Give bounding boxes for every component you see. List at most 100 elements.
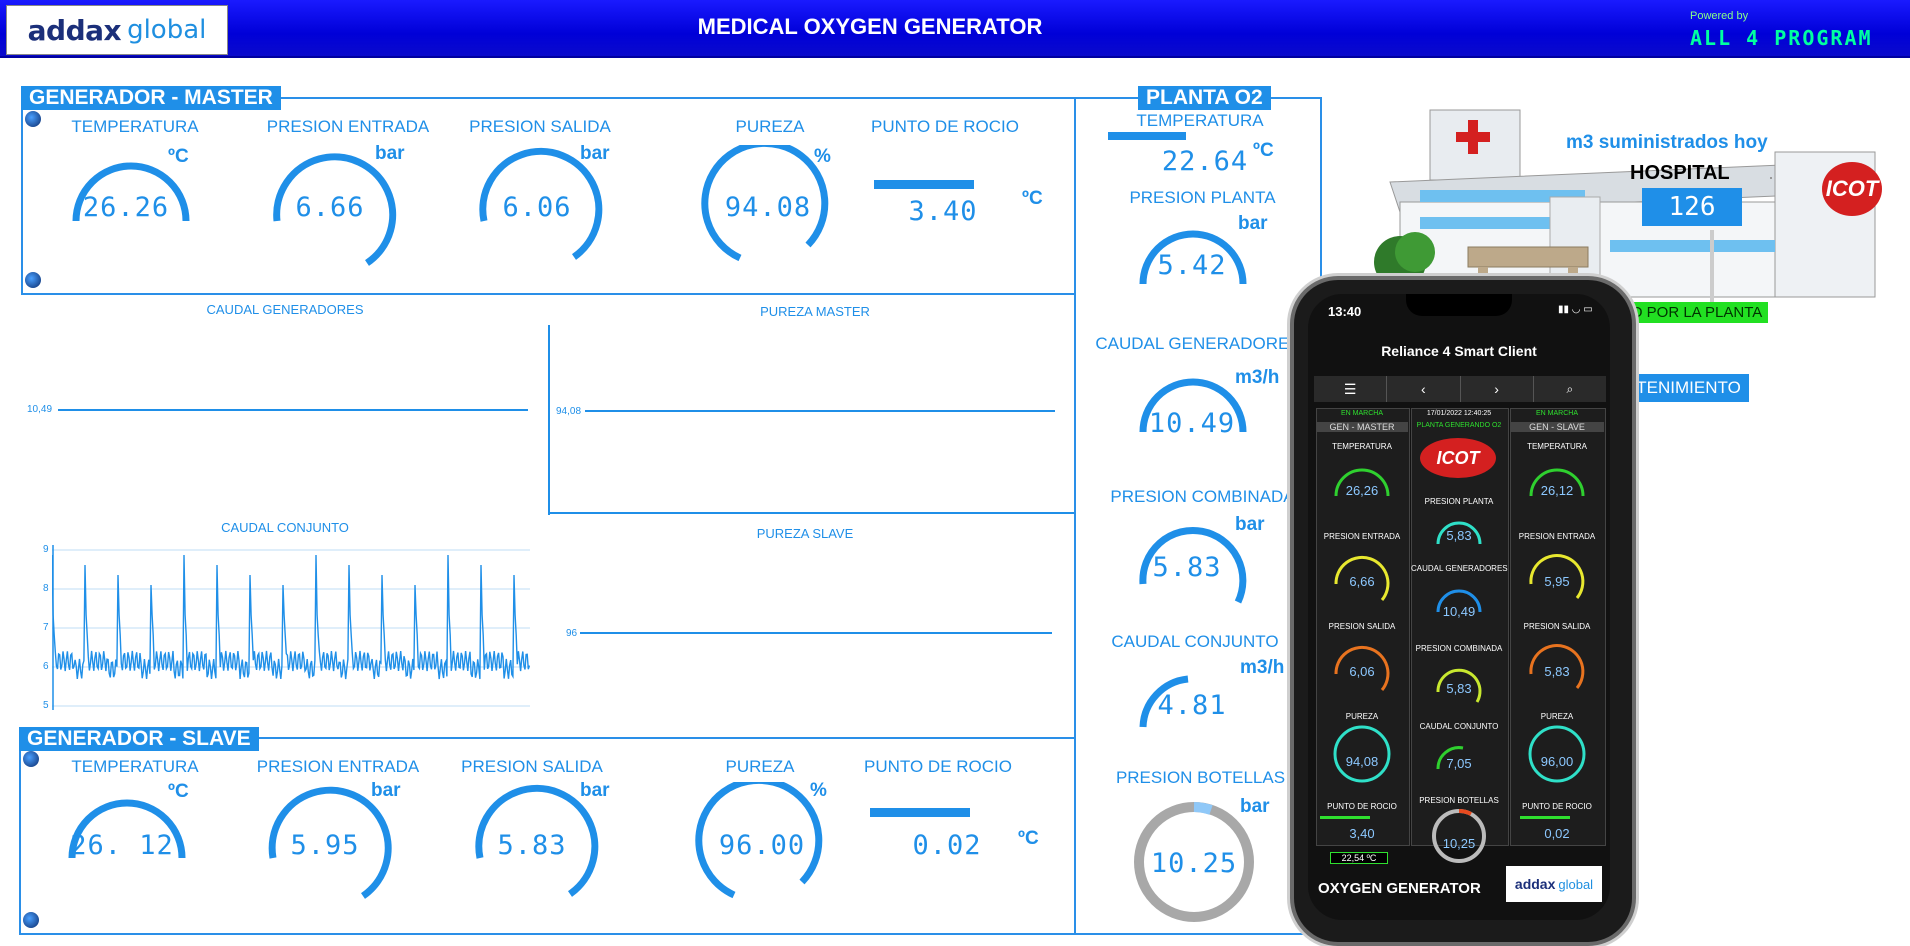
- master-pout-value: 6.06: [502, 192, 572, 223]
- back-icon[interactable]: ‹: [1387, 376, 1461, 402]
- phone-c-bot-value: 10,25: [1442, 836, 1476, 851]
- phone-m-pin-value: 6,66: [1349, 574, 1375, 589]
- zoom-icon[interactable]: ⌕: [1566, 382, 1574, 396]
- phone-addax-logo: addax global: [1506, 866, 1602, 902]
- planta-caudal-unit: m3/h: [1235, 367, 1280, 388]
- phone-c-pres-label: PRESION PLANTA: [1424, 497, 1494, 506]
- planta-conj-gauge: [1139, 675, 1189, 728]
- slave-dew-unit: ºC: [1018, 828, 1039, 849]
- master-pin-value: 6.66: [295, 192, 365, 223]
- phone-footer-title: OXYGEN GENERATOR: [1318, 880, 1481, 897]
- master-pin-label: PRESION ENTRADA: [266, 117, 430, 136]
- pureza-master-line: [585, 410, 1055, 412]
- planta-comb-label: PRESION COMBINADA: [1110, 487, 1295, 506]
- planta-conj-label: CAUDAL CONJUNTO: [1111, 632, 1279, 651]
- screw-icon: [23, 751, 39, 767]
- phone-c-bot-gauge: [1432, 808, 1486, 863]
- phone-m-pout-label: PRESION SALIDA: [1328, 622, 1396, 631]
- planta-pres-unit: bar: [1238, 213, 1268, 234]
- planta-temp-unit: ºC: [1253, 140, 1274, 161]
- menu-icon[interactable]: ☰: [1314, 376, 1388, 402]
- phone-s-temp-gauge: [1529, 468, 1585, 497]
- phone-m-temp-gauge: [1334, 468, 1390, 497]
- phone-slave-title: GEN - SLAVE: [1510, 422, 1604, 432]
- planta-comb-value: 5.83: [1152, 552, 1222, 583]
- powered-by-text: Powered by: [1690, 10, 1749, 22]
- master-pout-label: PRESION SALIDA: [469, 117, 611, 136]
- planta-status-bar: DO POR LA PLANTA: [1614, 302, 1769, 323]
- phone-c-comb-gauge: [1436, 668, 1482, 703]
- title-bar: [0, 0, 1910, 58]
- planta-temp-value: 22.64: [1161, 146, 1249, 177]
- slave-dew-bar: [870, 808, 970, 817]
- phone-m-pout-value: 6,06: [1349, 664, 1375, 679]
- slave-dew-value: 0.02: [912, 830, 982, 861]
- phone-m-pur-gauge: [1333, 725, 1391, 783]
- phone-c-caudal-gauge: [1436, 589, 1482, 613]
- phone-s-dew-bar: [1520, 816, 1570, 819]
- phone-app-title: Reliance 4 Smart Client: [1381, 343, 1537, 359]
- master-dew-label: PUNTO DE ROCIO: [871, 117, 1019, 136]
- phone-icot-logo: ICOT: [1420, 438, 1496, 478]
- phone-s-pur-gauge: [1528, 725, 1586, 783]
- icot-logo: ICOT: [1822, 162, 1882, 216]
- slave-pout-unit: bar: [580, 780, 610, 801]
- slave-temp-unit: ºC: [168, 781, 189, 802]
- caudal-conj-chart: [52, 545, 531, 710]
- phone-s-pur-label: PUREZA: [1540, 712, 1574, 721]
- logo-text-global: global: [127, 15, 207, 45]
- slave-pur-unit: %: [810, 780, 827, 801]
- chart-divider-horizontal: [548, 512, 1076, 514]
- master-pout-unit: bar: [580, 143, 610, 164]
- chart-divider-vertical: [548, 325, 550, 515]
- caudal-conj-tick: 7: [43, 622, 49, 633]
- logo-text-addax: addax: [27, 13, 122, 47]
- caudal-gen-line: [58, 409, 528, 411]
- planta-pres-value: 5.42: [1157, 250, 1227, 281]
- planta-bot-label: PRESION BOTELLAS: [1115, 768, 1286, 787]
- planta-bot-value: 10.25: [1150, 848, 1238, 879]
- slave-temp-value: 26. 12: [70, 830, 174, 861]
- addax-logo: addax global: [6, 5, 228, 55]
- forward-icon[interactable]: ›: [1461, 376, 1534, 402]
- slave-title: GENERADOR - SLAVE: [19, 727, 259, 751]
- planta-caudal-gauge: [1139, 378, 1247, 433]
- phone-s-pin-gauge: [1529, 554, 1585, 599]
- phone-m-dew-label: PUNTO DE ROCIO: [1327, 802, 1397, 811]
- phone-c-bot-label: PRESION BOTELLAS: [1419, 796, 1499, 805]
- phone-c-conj-gauge: [1436, 746, 1464, 770]
- planta-comb-unit: bar: [1235, 514, 1265, 535]
- phone-m-temp-value: 26,26: [1345, 483, 1379, 498]
- phone-master-column: [1316, 408, 1410, 846]
- caudal-gen-chart-title: CAUDAL GENERADORES: [206, 302, 364, 317]
- phone-s-pin-value: 5,95: [1544, 574, 1570, 589]
- phone-plant-status: PLANTA GENERANDO O2: [1416, 422, 1502, 429]
- master-pur-unit: %: [814, 146, 831, 167]
- phone-master-title: GEN - MASTER: [1316, 422, 1408, 432]
- phone-logo-addax: addax: [1514, 876, 1556, 892]
- phone-slave-status: EN MARCHA: [1535, 410, 1578, 417]
- phone-notch: [1406, 294, 1512, 316]
- caudal-conj-chart-title: CAUDAL CONJUNTO: [221, 520, 349, 535]
- phone-plant-column: [1411, 408, 1509, 846]
- master-temp-label: TEMPERATURA: [71, 117, 199, 136]
- master-temp-gauge: [72, 162, 190, 222]
- pureza-slave-tick: 96: [566, 628, 578, 639]
- master-dew-unit: ºC: [1022, 188, 1043, 209]
- screw-icon: [25, 111, 41, 127]
- planta-bot-unit: bar: [1240, 796, 1270, 817]
- master-temp-value: 26.26: [82, 192, 170, 223]
- maintenance-button[interactable]: NTENIMIENTO: [1616, 374, 1749, 402]
- phone-m-pin-gauge: [1334, 555, 1390, 601]
- slave-pout-gauge: [475, 784, 599, 897]
- screw-icon: [23, 912, 39, 928]
- slave-pur-label: PUREZA: [725, 757, 795, 776]
- phone-m-temp-label: TEMPERATURA: [1332, 442, 1392, 451]
- master-pur-label: PUREZA: [735, 117, 805, 136]
- m3-label: m3 suministrados hoy: [1566, 132, 1768, 153]
- master-temp-unit: ºC: [168, 146, 189, 167]
- phone-status-icons: ▮▮ ◡ ▭: [1558, 304, 1593, 315]
- phone-toolbar: ☰ ‹ › ⌕: [1314, 376, 1606, 402]
- phone-m-pout-gauge: [1334, 645, 1390, 691]
- master-pout-gauge: [479, 147, 603, 260]
